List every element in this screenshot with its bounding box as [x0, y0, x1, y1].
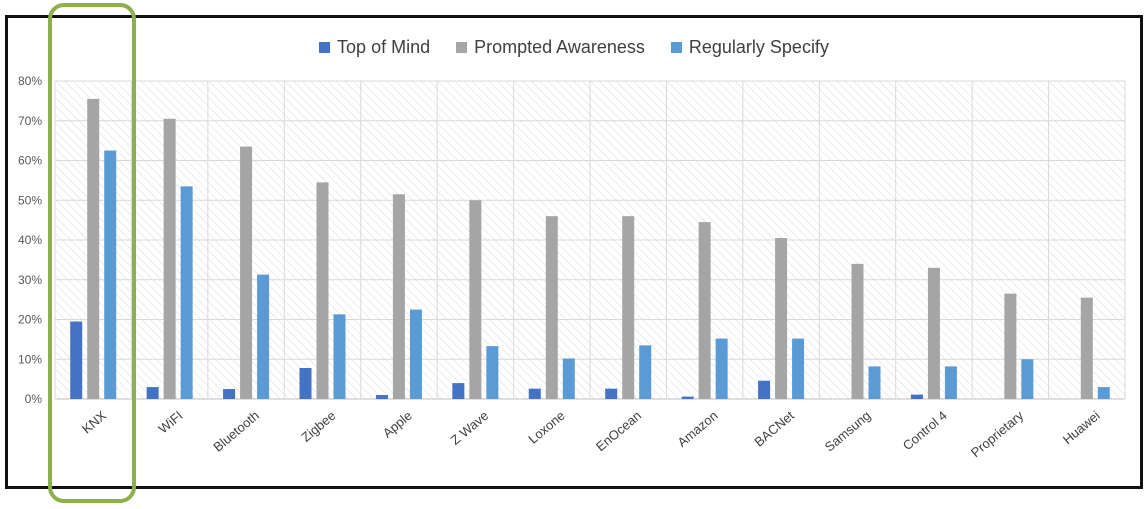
legend-item-prompted-awareness: Prompted Awareness	[456, 37, 645, 58]
y-tick-label: 20%	[18, 313, 42, 327]
bar-regularly-specify-amazon	[715, 338, 728, 399]
bar-prompted-awareness-apple	[392, 194, 405, 399]
bar-top-of-mind-z-wave	[452, 383, 465, 399]
bar-prompted-awareness-zigbee	[316, 182, 329, 399]
y-tick-label: 60%	[18, 154, 42, 168]
x-tick-label: Proprietary	[968, 407, 1027, 460]
x-tick-label: BACNet	[751, 408, 797, 450]
y-tick-label: 10%	[18, 352, 42, 366]
x-tick-label: EnOcean	[593, 408, 644, 454]
legend-label-regularly-specify: Regularly Specify	[688, 37, 829, 57]
x-tick-label: Bluetooth	[210, 408, 262, 455]
bar-top-of-mind-bacnet	[758, 380, 771, 399]
knx-highlight-box	[48, 3, 136, 503]
x-tick-label: WiFI	[155, 408, 185, 437]
bar-prompted-awareness-bacnet	[775, 238, 788, 399]
bar-top-of-mind-control-4	[910, 394, 923, 399]
bar-regularly-specify-bluetooth	[257, 274, 270, 399]
bar-regularly-specify-enocean	[639, 345, 652, 399]
bar-prompted-awareness-wifi	[163, 118, 176, 399]
x-tick-label: Loxone	[525, 408, 567, 447]
bar-prompted-awareness-knx	[87, 98, 100, 399]
bar-regularly-specify-z-wave	[486, 346, 499, 399]
legend-label-top-of-mind: Top of Mind	[337, 37, 431, 57]
y-tick-label: 50%	[18, 193, 42, 207]
x-axis-category-labels: KNX WiFI Bluetooth Zigbee Apple Z Wave Loxone E…	[79, 407, 1103, 460]
legend-swatch-top-of-mind	[319, 42, 331, 53]
y-tick-label: 0%	[25, 392, 43, 406]
legend-item-regularly-specify: Regularly Specify	[670, 37, 829, 58]
bar-prompted-awareness-proprietary	[1004, 293, 1017, 399]
legend-label-prompted-awareness: Prompted Awareness	[474, 37, 645, 57]
bar-regularly-specify-apple	[409, 309, 422, 399]
legend-swatch-regularly-specify	[670, 42, 682, 53]
bar-top-of-mind-zigbee	[299, 367, 312, 399]
x-tick-label: Zigbee	[298, 408, 338, 445]
bar-prompted-awareness-enocean	[622, 216, 635, 399]
y-tick-label: 80%	[18, 74, 42, 88]
y-tick-label: 30%	[18, 273, 42, 287]
bar-regularly-specify-loxone	[562, 358, 575, 399]
bar-top-of-mind-amazon	[681, 396, 694, 399]
legend: Top of Mind Prompted Awareness Regularly…	[0, 37, 1148, 58]
x-tick-label: Control 4	[900, 408, 950, 453]
x-tick-label: Amazon	[674, 408, 720, 450]
bars	[70, 98, 1110, 399]
bar-prompted-awareness-z-wave	[469, 200, 482, 399]
bar-regularly-specify-wifi	[180, 186, 193, 399]
legend-item-top-of-mind: Top of Mind	[319, 37, 430, 58]
bar-top-of-mind-knx	[70, 321, 83, 399]
bar-top-of-mind-bluetooth	[223, 389, 236, 399]
x-tick-label: Samsung	[822, 408, 874, 455]
gridlines	[54, 80, 1126, 400]
bar-prompted-awareness-samsung	[851, 263, 864, 399]
bar-regularly-specify-samsung	[868, 366, 881, 399]
bar-prompted-awareness-huawei	[1080, 297, 1093, 399]
x-tick-label: Apple	[380, 408, 415, 441]
bar-regularly-specify-control-4	[944, 366, 957, 399]
bar-prompted-awareness-bluetooth	[240, 146, 253, 399]
x-tick-label: Huawei	[1060, 408, 1103, 447]
bar-regularly-specify-zigbee	[333, 314, 346, 399]
legend-swatch-prompted-awareness	[456, 42, 468, 53]
x-tick-label: Z Wave	[448, 408, 492, 448]
bar-prompted-awareness-amazon	[698, 222, 711, 399]
bar-regularly-specify-knx	[104, 150, 117, 399]
bar-top-of-mind-apple	[375, 395, 388, 399]
y-axis-tick-labels: 0% 10% 20% 30% 40% 50% 60% 70% 80%	[18, 74, 42, 406]
bar-regularly-specify-huawei	[1097, 387, 1110, 399]
y-tick-label: 40%	[18, 233, 42, 247]
bar-top-of-mind-loxone	[528, 388, 541, 399]
bar-regularly-specify-proprietary	[1021, 359, 1034, 399]
bar-prompted-awareness-control-4	[927, 267, 940, 399]
y-tick-label: 70%	[18, 114, 42, 128]
bar-top-of-mind-wifi	[146, 387, 159, 399]
bar-regularly-specify-bacnet	[792, 338, 805, 399]
bar-top-of-mind-enocean	[605, 388, 618, 399]
bar-prompted-awareness-loxone	[545, 216, 558, 399]
